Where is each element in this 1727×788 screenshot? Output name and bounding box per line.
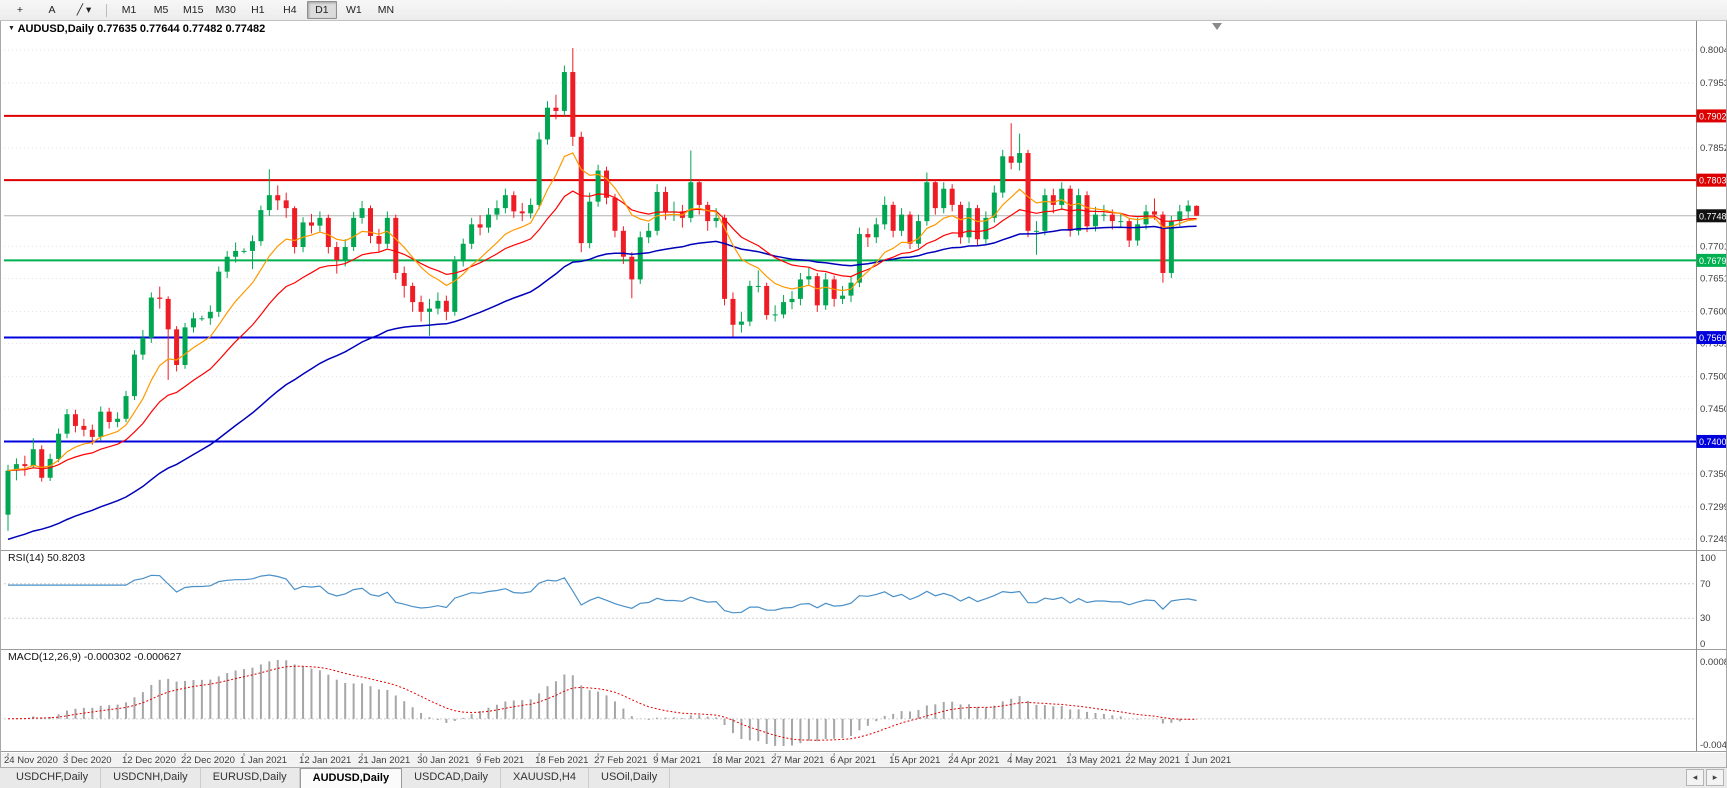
svg-text:70: 70 [1700, 579, 1711, 590]
timeframe-button-w1[interactable]: W1 [346, 4, 362, 16]
price-line-badge-0.76794: 0.76794 [1696, 253, 1727, 267]
timeframe-button-h4[interactable]: H4 [283, 4, 297, 16]
price-line-badge-0.75603: 0.75603 [1696, 331, 1727, 345]
svg-text:18 Feb 2021: 18 Feb 2021 [535, 755, 588, 766]
timeframe-button-h1[interactable]: H1 [251, 4, 265, 16]
chart-tabbar: USDCHF,Daily USDCNH,Daily EURUSD,Daily AUDU… [0, 767, 1727, 788]
price-line-badge-0.79023: 0.79023 [1696, 109, 1727, 123]
candles-group [5, 48, 1200, 531]
macd-label-text: MACD(12,26,9) -0.000302 -0.000627 [8, 651, 182, 663]
svg-text:13 May 2021: 13 May 2021 [1066, 755, 1121, 766]
macd-signal-line [7, 665, 1197, 741]
svg-text:21 Jan 2021: 21 Jan 2021 [358, 755, 410, 766]
time-axis[interactable]: 24 Nov 2020 3 Dec 2020 12 Dec 2020 22 Dec 2… [4, 753, 1231, 766]
svg-text:30: 30 [1700, 613, 1711, 624]
svg-text:9 Mar 2021: 9 Mar 2021 [653, 755, 701, 766]
timeframe-button-mn[interactable]: MN [377, 4, 395, 16]
svg-text:30 Jan 2021: 30 Jan 2021 [417, 755, 469, 766]
svg-text:0.78525: 0.78525 [1700, 143, 1727, 154]
svg-text:15 Apr 2021: 15 Apr 2021 [889, 755, 940, 766]
bid-price-badge: 0.77482 [1696, 209, 1727, 223]
chart-symbol-dropdown-icon[interactable]: ▼ [8, 25, 15, 32]
svg-text:9 Feb 2021: 9 Feb 2021 [476, 755, 524, 766]
chart-tab-usdcad-daily[interactable]: USDCAD,Daily [402, 768, 502, 788]
svg-text:0.72495: 0.72495 [1700, 534, 1727, 545]
svg-text:27 Mar 2021: 27 Mar 2021 [771, 755, 824, 766]
rsi-panel: 100 70 30 0 [4, 553, 1716, 650]
rsi-label-text: RSI(14) 50.8203 [8, 552, 86, 564]
chart-tab-xauusd-h4[interactable]: XAUUSD,H4 [501, 768, 589, 788]
svg-text:24 Apr 2021: 24 Apr 2021 [948, 755, 999, 766]
text-tool-icon[interactable]: A [48, 4, 56, 16]
rsi-indicator-label: RSI(14) 50.8203 [8, 552, 85, 564]
price-line-badge-0.78032: 0.78032 [1696, 173, 1727, 187]
svg-text:0.77482: 0.77482 [1699, 211, 1727, 221]
timeframe-button-d1[interactable]: D1 [306, 1, 337, 19]
svg-text:22 Dec 2020: 22 Dec 2020 [181, 755, 235, 766]
chart-background [0, 20, 1727, 768]
chart-tab-usdcnh-daily[interactable]: USDCNH,Daily [101, 768, 201, 788]
svg-text:12 Dec 2020: 12 Dec 2020 [122, 755, 176, 766]
chart-symbol-period: AUDUSD,Daily [17, 23, 94, 35]
svg-text:22 May 2021: 22 May 2021 [1125, 755, 1180, 766]
chart-title: ▼ AUDUSD,Daily 0.77635 0.77644 0.77482 0… [8, 23, 265, 35]
tab-scroll-controls: ◂ ▸ [1686, 769, 1724, 786]
svg-text:0: 0 [1700, 639, 1705, 650]
svg-text:12 Jan 2021: 12 Jan 2021 [299, 755, 351, 766]
crosshair-tool-icon[interactable]: + [16, 4, 24, 16]
svg-text:6 Apr 2021: 6 Apr 2021 [830, 755, 876, 766]
svg-text:3 Dec 2020: 3 Dec 2020 [63, 755, 112, 766]
timeframe-button-m15[interactable]: M15 [183, 4, 204, 16]
chart-tab-usoil-daily[interactable]: USOil,Daily [589, 768, 671, 788]
svg-text:24 Nov 2020: 24 Nov 2020 [4, 755, 58, 766]
timeframe-button-m5[interactable]: M5 [153, 4, 169, 16]
toolbar: + A ╱ ▾ M1 M5 M15 M30 H1 H4 D1 W1 MN [0, 0, 1727, 21]
svg-text:1 Jun 2021: 1 Jun 2021 [1184, 755, 1231, 766]
svg-text:0.76005: 0.76005 [1700, 307, 1727, 318]
svg-text:100: 100 [1700, 553, 1716, 564]
draw-line-tool-icon[interactable]: ╱ ▾ [76, 4, 92, 16]
svg-text:0.79023: 0.79023 [1699, 111, 1727, 121]
macd-indicator-label: MACD(12,26,9) -0.000302 -0.000627 [8, 651, 181, 663]
chart-shift-marker-icon[interactable] [1212, 23, 1222, 30]
svg-text:18 Mar 2021: 18 Mar 2021 [712, 755, 765, 766]
chart-ohlc-quote: 0.77635 0.77644 0.77482 0.77482 [97, 23, 266, 35]
ma-slow-line [7, 225, 1197, 541]
horizontal-price-lines[interactable] [4, 114, 1696, 443]
tab-scroll-left-icon[interactable]: ◂ [1686, 769, 1704, 786]
timeframe-button-m1[interactable]: M1 [121, 4, 137, 16]
timeframe-button-m30[interactable]: M30 [215, 4, 236, 16]
rsi-line [8, 574, 1197, 614]
svg-text:0.78032: 0.78032 [1699, 176, 1727, 186]
tab-scroll-right-icon[interactable]: ▸ [1706, 769, 1724, 786]
svg-text:0.76515: 0.76515 [1700, 273, 1727, 284]
svg-text:0.75603: 0.75603 [1699, 333, 1727, 343]
chart-tab-audusd-daily[interactable]: AUDUSD,Daily [299, 768, 403, 788]
chart-tab-usdchf-daily[interactable]: USDCHF,Daily [4, 768, 102, 788]
time-axis-strip [0, 751, 1727, 768]
ma-mid-line [7, 190, 1197, 472]
ma-fast-line [7, 152, 1197, 472]
svg-text:-0.0044451: -0.0044451 [1700, 740, 1727, 751]
svg-text:0.76794: 0.76794 [1699, 256, 1727, 266]
svg-text:1 Jan 2021: 1 Jan 2021 [240, 755, 287, 766]
chart-tab-eurusd-daily[interactable]: EURUSD,Daily [201, 768, 300, 788]
svg-text:0.0008782: 0.0008782 [1700, 657, 1727, 668]
macd-histogram [15, 660, 1198, 746]
svg-text:4 May 2021: 4 May 2021 [1007, 755, 1057, 766]
toolbar-separator [106, 3, 107, 17]
svg-text:27 Feb 2021: 27 Feb 2021 [594, 755, 647, 766]
